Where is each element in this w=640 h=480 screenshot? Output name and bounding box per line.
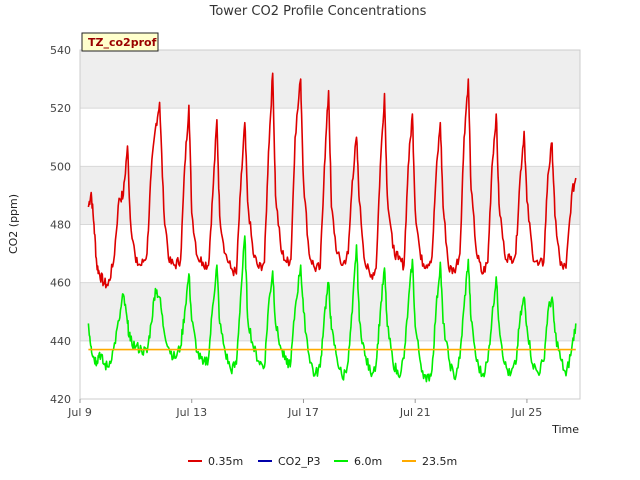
plot-area-border xyxy=(79,49,581,400)
legend-label: CO2_P3 xyxy=(278,455,320,468)
y-tick-label: 520 xyxy=(50,102,71,115)
series-line-6-0m xyxy=(87,235,577,383)
chart-badge: TZ_co2prof xyxy=(81,32,159,52)
chart-title: Tower CO2 Profile Concentrations xyxy=(209,4,427,19)
y-tick-label: 480 xyxy=(50,219,71,232)
y-tick-label: 540 xyxy=(50,44,71,57)
x-axis-ticks: Jul 9 Jul 13 Jul 17 Jul 21 Jul 25 xyxy=(67,399,542,419)
legend-label: 6.0m xyxy=(354,455,382,468)
legend-label: 0.35m xyxy=(208,455,243,468)
x-tick-label: Jul 25 xyxy=(511,406,543,419)
series-layer xyxy=(87,72,577,383)
x-tick-label: Jul 13 xyxy=(175,406,207,419)
x-tick-label: Jul 17 xyxy=(287,406,319,419)
y-tick-label: 420 xyxy=(50,393,71,406)
y-tick-label: 460 xyxy=(50,277,71,290)
legend-label: 23.5m xyxy=(422,455,457,468)
y-tick-label: 500 xyxy=(50,160,71,173)
background-band xyxy=(80,50,580,109)
y-axis-label: CO2 (ppm) xyxy=(7,194,20,254)
y-axis-ticks: 420 440 460 480 500 520 540 xyxy=(50,44,71,406)
y-tick-label: 440 xyxy=(50,335,71,348)
x-axis-label: Time xyxy=(551,423,579,436)
x-tick-label: Jul 9 xyxy=(67,406,92,419)
badge-label: TZ_co2prof xyxy=(88,36,157,49)
legend: 0.35m CO2_P3 6.0m 23.5m xyxy=(188,455,457,468)
badge-box xyxy=(81,32,159,52)
x-tick-label: Jul 21 xyxy=(399,406,431,419)
series-line-0-35m xyxy=(87,72,577,289)
